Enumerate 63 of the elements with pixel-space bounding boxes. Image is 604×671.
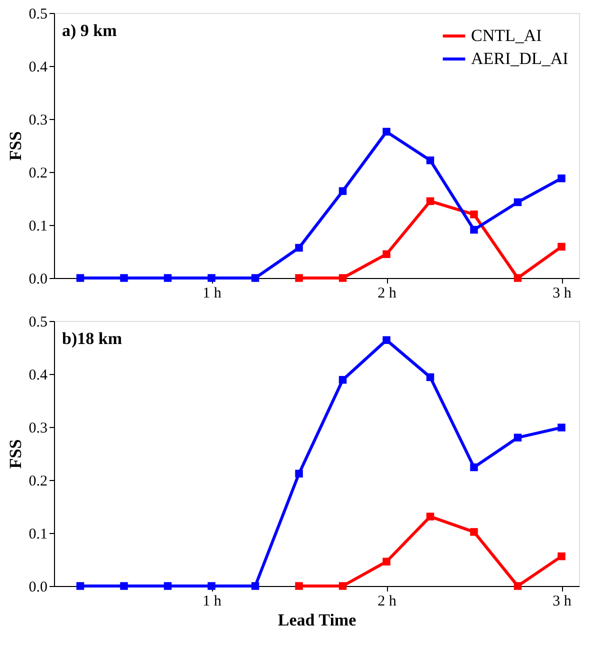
x-tick-label: 1 h xyxy=(202,286,222,302)
point xyxy=(558,552,566,560)
x-tick-label: 2 h xyxy=(378,286,397,302)
point xyxy=(470,226,478,234)
x-axis-title: Lead Time xyxy=(278,610,357,630)
point xyxy=(338,187,347,195)
annotation: a) 9 km xyxy=(62,21,117,40)
point xyxy=(426,373,434,382)
y-axis-title: FSS xyxy=(6,131,25,161)
point xyxy=(382,250,390,258)
point xyxy=(382,128,390,136)
legend-label: CNTL_AI xyxy=(471,26,542,45)
point xyxy=(382,558,390,566)
point xyxy=(208,274,216,282)
point xyxy=(295,582,303,590)
x-tick-label: 2 h xyxy=(378,594,397,610)
point xyxy=(470,463,478,472)
point xyxy=(558,424,566,432)
x-tick-label: 1 h xyxy=(202,594,222,610)
y-axis-title: FSS xyxy=(6,439,25,469)
point xyxy=(295,470,303,478)
annotation: b)18 km xyxy=(62,329,122,348)
point xyxy=(251,582,260,590)
y-tick-label: 0.5 xyxy=(28,6,48,22)
point xyxy=(295,274,303,282)
point xyxy=(514,582,522,590)
point xyxy=(558,174,566,182)
point xyxy=(470,210,478,218)
y-tick-label: 0.5 xyxy=(28,314,48,330)
point xyxy=(426,197,434,206)
point xyxy=(251,274,260,282)
x-tick-label: 3 h xyxy=(552,594,572,610)
point xyxy=(426,512,434,520)
y-tick-label: 0.1 xyxy=(28,526,48,542)
point xyxy=(338,376,347,384)
y-tick-label: 0.2 xyxy=(28,166,48,182)
point xyxy=(382,336,390,344)
point xyxy=(338,274,347,282)
y-tick-label: 0.1 xyxy=(28,218,48,234)
point xyxy=(208,582,216,590)
point xyxy=(514,434,522,442)
y-tick-label: 0.0 xyxy=(28,580,48,596)
point xyxy=(514,274,522,282)
point xyxy=(164,582,172,590)
point xyxy=(558,242,566,251)
point xyxy=(470,528,478,536)
y-tick-label: 0.3 xyxy=(28,420,48,436)
point xyxy=(120,582,128,590)
point xyxy=(426,156,434,164)
point xyxy=(120,274,128,282)
y-tick-label: 0.3 xyxy=(28,112,48,128)
x-tick-label: 3 h xyxy=(552,286,572,302)
legend-label: AERI_DL_AI xyxy=(471,49,569,68)
point xyxy=(514,198,522,206)
point xyxy=(295,244,303,252)
y-tick-label: 0.4 xyxy=(28,60,48,76)
y-tick-label: 0.2 xyxy=(28,474,48,490)
point xyxy=(164,274,172,282)
y-tick-label: 0.4 xyxy=(28,368,48,384)
point xyxy=(76,274,84,282)
point xyxy=(76,582,84,590)
y-tick-label: 0.0 xyxy=(28,272,48,288)
point xyxy=(338,582,347,590)
